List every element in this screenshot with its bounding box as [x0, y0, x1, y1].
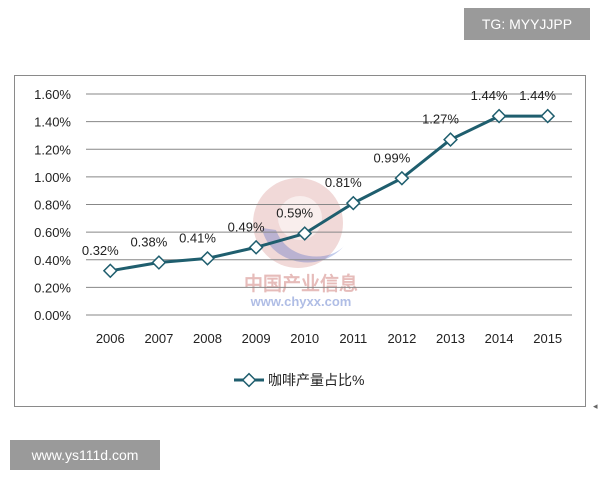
x-axis-ticks: 2006 2007 2008 2009 2010 2011 2012 2013 2014 2015 — [96, 331, 562, 346]
data-label: 0.81% — [325, 175, 362, 190]
watermark-url-text: www.chyxx.com — [250, 294, 352, 309]
watermark-brand-text: 中国产业信息 — [244, 272, 358, 295]
data-point-marker — [443, 132, 458, 148]
x-tick-label: 2009 — [242, 331, 271, 346]
y-tick-label: 1.40% — [34, 115, 71, 130]
data-label: 0.59% — [276, 206, 313, 221]
data-point-marker — [151, 255, 167, 270]
legend: 咖啡产量占比% — [234, 372, 364, 388]
data-labels: 0.32% 0.38% 0.41% 0.49% 0.59% 0.81% 0.99% 1.27%… — [82, 88, 557, 258]
data-point-marker — [491, 108, 507, 124]
x-tick-label: 2011 — [339, 331, 367, 346]
x-tick-label: 2006 — [96, 331, 125, 346]
data-label: 0.32% — [82, 243, 119, 258]
data-label: 0.49% — [228, 219, 265, 234]
x-tick-label: 2008 — [193, 331, 222, 346]
x-tick-label: 2010 — [290, 331, 319, 346]
data-label: 1.27% — [422, 112, 459, 127]
x-tick-label: 2012 — [387, 331, 416, 346]
series-line-layer — [110, 114, 548, 273]
series-markers — [102, 108, 556, 279]
x-tick-label: 2013 — [436, 331, 465, 346]
tg-watermark-badge: TG: MYYJJPP — [464, 8, 590, 40]
y-tick-label: 0.80% — [34, 198, 71, 213]
x-tick-label: 2014 — [485, 331, 514, 346]
data-point-marker — [540, 108, 556, 124]
data-label: 0.99% — [373, 150, 410, 165]
y-axis-ticks: 0.00% 0.20% 0.40% 0.60% 0.80% 1.00% 1.20% 1.40%… — [34, 87, 71, 323]
y-tick-label: 0.40% — [34, 253, 71, 268]
y-tick-label: 1.00% — [34, 170, 71, 185]
edge-arrow-mark: ◂ — [593, 401, 598, 411]
x-tick-label: 2015 — [533, 331, 562, 346]
y-tick-label: 1.60% — [34, 87, 71, 102]
data-point-marker — [394, 170, 410, 186]
legend-marker-swatch — [241, 372, 257, 388]
y-tick-label: 0.20% — [34, 280, 71, 295]
watermark-logo: 中国产业信息 www.chyxx.com — [244, 178, 358, 309]
site-watermark-badge: www.ys111d.com — [10, 440, 160, 470]
data-point-marker — [200, 250, 215, 266]
data-point-marker — [345, 195, 361, 211]
y-tick-label: 1.20% — [34, 142, 71, 157]
gridlines — [86, 93, 572, 316]
data-label: 1.44% — [519, 88, 556, 103]
data-label: 1.44% — [471, 88, 508, 103]
data-label: 0.38% — [130, 235, 167, 250]
y-tick-label: 0.00% — [34, 308, 71, 323]
data-point-marker — [297, 226, 313, 241]
legend-label: 咖啡产量占比% — [268, 372, 364, 388]
x-tick-label: 2007 — [144, 331, 173, 346]
data-point-marker — [248, 239, 264, 255]
data-point-marker — [102, 263, 118, 279]
data-label: 0.41% — [179, 230, 216, 245]
y-tick-label: 0.60% — [34, 225, 71, 240]
watermark-swoosh-blue — [262, 228, 344, 263]
chart-frame — [14, 75, 586, 407]
series-line — [110, 114, 548, 273]
